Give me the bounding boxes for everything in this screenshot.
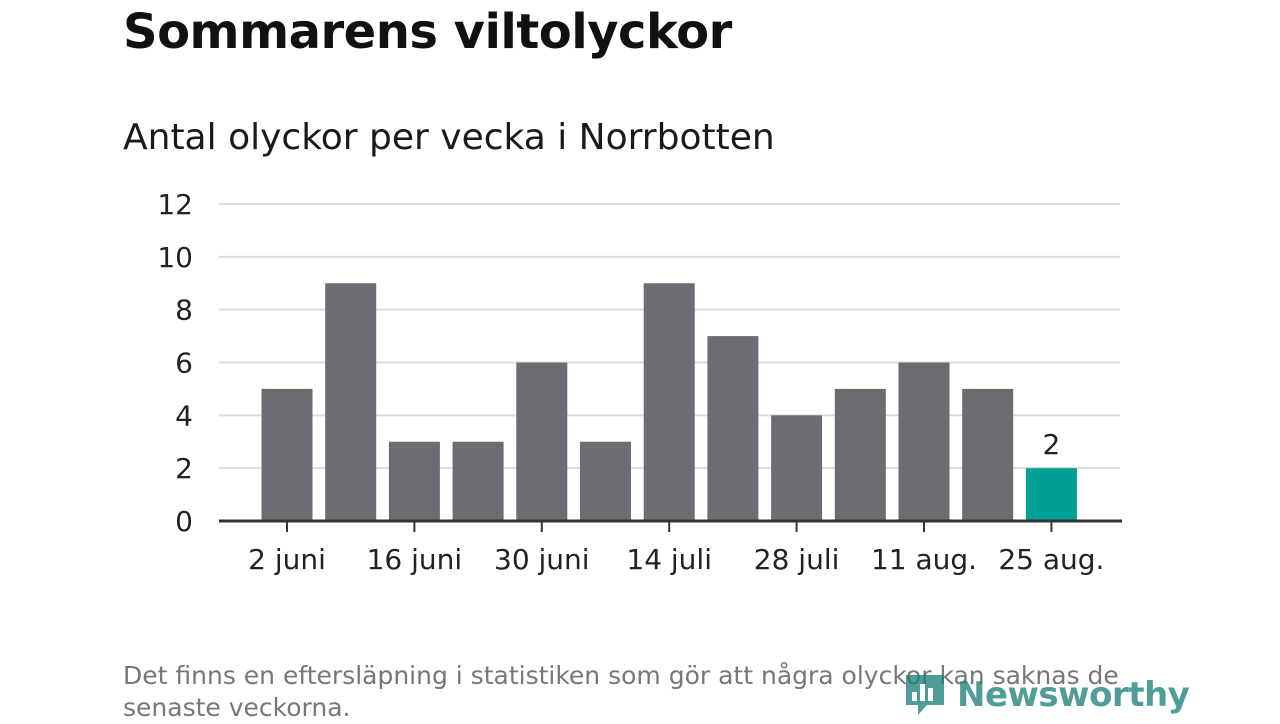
- data-labels: 2: [1042, 428, 1060, 461]
- y-tick-label: 0: [175, 505, 193, 538]
- bar-chart-icon: [906, 675, 944, 715]
- x-tick-label: 2 juni: [248, 543, 326, 576]
- y-tick-label: 12: [157, 188, 193, 221]
- bar: [580, 441, 631, 521]
- bar: [771, 415, 823, 521]
- x-axis-tick-labels: 2 juni 16 juni 30 juni 14 juli 28 juli 11 aug…: [248, 521, 1104, 576]
- y-tick-label: 2: [175, 452, 193, 485]
- brand-logo: Newsworthy: [903, 672, 1190, 718]
- bar-chart: 0 2 4 6 8 10 12 2 juni 16 juni 30 juni 14 juli 28 …: [157, 188, 1122, 576]
- x-tick-label: 16 juni: [367, 543, 463, 576]
- y-axis-tick-labels: 0 2 4 6 8 10 12: [157, 188, 193, 538]
- y-tick-label: 4: [175, 399, 193, 432]
- x-tick-label: 14 juli: [626, 543, 712, 576]
- y-tick-label: 10: [157, 241, 193, 274]
- x-tick-label: 28 juli: [754, 543, 840, 576]
- bars: [261, 283, 1077, 521]
- chart-title: Sommarens viltolyckor: [123, 4, 732, 60]
- bar: [834, 388, 886, 521]
- bar: [261, 388, 313, 521]
- bar: [962, 388, 1014, 521]
- brand-name: Newsworthy: [957, 675, 1190, 715]
- bar: [388, 441, 440, 521]
- y-tick-label: 8: [175, 294, 193, 327]
- x-tick-label: 11 aug.: [871, 543, 977, 576]
- x-tick-label: 30 juni: [494, 543, 590, 576]
- footnote: Det finns en eftersläpning i statistiken…: [123, 661, 1119, 722]
- bar: [325, 283, 377, 521]
- data-label: 2: [1042, 428, 1060, 461]
- bar: [898, 362, 950, 521]
- bar: [643, 283, 695, 521]
- x-tick-label: 25 aug.: [998, 543, 1104, 576]
- bar: [452, 441, 504, 521]
- bar: [707, 336, 759, 521]
- bar: [1025, 468, 1077, 521]
- chart-subtitle: Antal olyckor per vecka i Norrbotten: [123, 117, 775, 158]
- bar: [516, 362, 568, 521]
- y-tick-label: 6: [175, 347, 193, 380]
